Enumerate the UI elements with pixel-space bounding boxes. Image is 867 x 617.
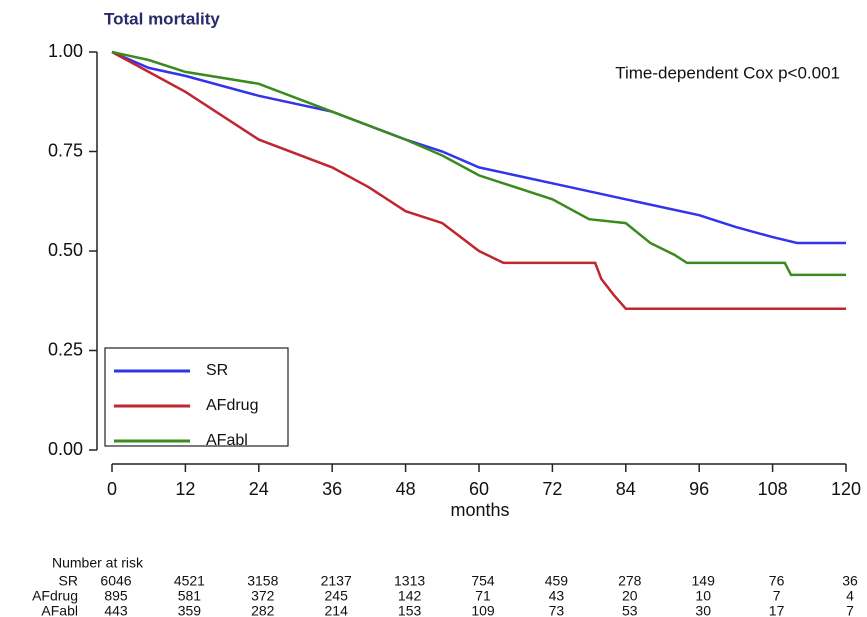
risk-value: 2137 [321,573,352,589]
risk-table-title: Number at risk [52,555,144,571]
y-tick-label: 0.50 [48,240,83,260]
x-axis-label: months [450,500,509,520]
risk-value: 4 [846,588,854,604]
risk-value: 4521 [174,573,205,589]
x-tick-label: 36 [322,479,342,499]
series-line [111,50,846,245]
risk-value: 20 [622,588,638,604]
x-tick-label: 120 [831,479,861,499]
x-tick-label: 96 [689,479,709,499]
series-line [111,50,846,310]
y-tick-label: 0.25 [48,339,83,359]
risk-value: 71 [475,588,491,604]
x-tick-label: 24 [249,479,269,499]
x-tick-label: 84 [616,479,636,499]
x-tick-label: 60 [469,479,489,499]
risk-value: 36 [842,573,858,589]
legend-box [104,347,289,447]
risk-value: 7 [846,603,854,617]
risk-value: 109 [471,603,495,617]
x-tick-label: 108 [758,479,788,499]
risk-value: 459 [545,573,569,589]
legend-label: AFdrug [206,397,258,414]
risk-value: 7 [773,588,781,604]
chart-title: Total mortality [104,9,220,28]
risk-value: 359 [178,603,202,617]
legend-label: AFabl [206,432,248,449]
risk-value: 149 [692,573,716,589]
risk-value: 3158 [247,573,278,589]
risk-value: 895 [104,588,128,604]
risk-value: 53 [622,603,638,617]
risk-value: 581 [178,588,202,604]
risk-value: 245 [325,588,349,604]
risk-value: 278 [618,573,642,589]
risk-value: 10 [695,588,711,604]
risk-value: 30 [695,603,711,617]
annotation: Time-dependent Cox p<0.001 [615,63,840,82]
risk-value: 754 [471,573,495,589]
risk-row-label: AFabl [41,603,78,617]
risk-value: 153 [398,603,422,617]
x-tick-label: 48 [396,479,416,499]
risk-value: 76 [769,573,785,589]
y-tick-label: 0.00 [48,439,83,459]
risk-row-label: SR [59,573,78,589]
risk-value: 43 [549,588,565,604]
x-tick-label: 0 [107,479,117,499]
risk-row-label: AFdrug [32,588,78,604]
y-tick-label: 0.75 [48,140,83,160]
risk-value: 214 [325,603,349,617]
risk-value: 443 [104,603,128,617]
risk-value: 1313 [394,573,425,589]
risk-value: 17 [769,603,785,617]
risk-value: 73 [549,603,565,617]
x-tick-label: 72 [542,479,562,499]
legend-label: SR [206,362,228,379]
x-tick-label: 12 [175,479,195,499]
y-tick-label: 1.00 [48,41,83,61]
risk-value: 372 [251,588,275,604]
series-line [111,50,846,277]
risk-value: 282 [251,603,275,617]
risk-value: 142 [398,588,422,604]
risk-value: 6046 [100,573,131,589]
